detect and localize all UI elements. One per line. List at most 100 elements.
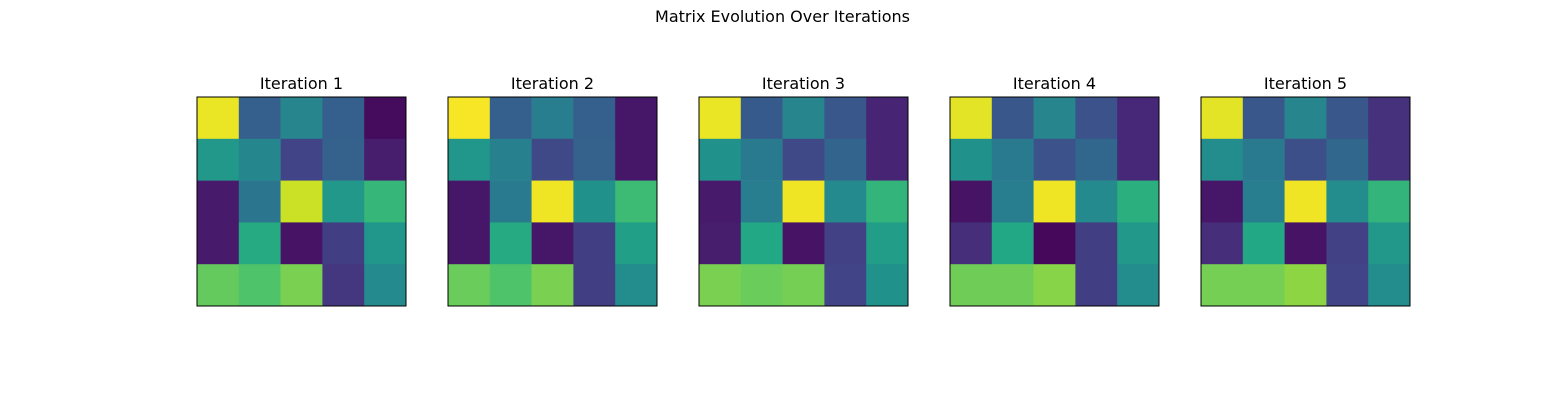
heatmap-cell-r3-c3 <box>1033 180 1076 223</box>
heatmap-cell-r4-c2 <box>740 222 783 265</box>
heatmap-cell-r3-c1 <box>699 180 742 223</box>
heatmap-cell-r3-c2 <box>238 180 281 223</box>
heatmap-cell-r2-c3 <box>1284 138 1327 181</box>
heatmap-cell-r3-c5 <box>1368 180 1411 223</box>
heatmap-cell-r1-c2 <box>489 97 532 140</box>
heatmap-cell-r5-c1 <box>448 264 491 307</box>
panel-frame <box>1200 96 1411 307</box>
heatmap-cell-r2-c1 <box>699 138 742 181</box>
heatmap-cell-r1-c5 <box>1368 97 1411 140</box>
heatmap-cell-r5-c4 <box>322 264 365 307</box>
heatmap-cell-r1-c2 <box>991 97 1034 140</box>
heatmap-cell-r2-c1 <box>197 138 240 181</box>
heatmap-cell-r4-c4 <box>1326 222 1369 265</box>
heatmap-cell-r1-c4 <box>1075 97 1118 140</box>
heatmap-cell-r5-c2 <box>489 264 532 307</box>
heatmap-cell-r2-c5 <box>615 138 658 181</box>
heatmap-cell-r4-c4 <box>322 222 365 265</box>
heatmap-cell-r1-c3 <box>1033 97 1076 140</box>
heatmap-cell-r4-c5 <box>1368 222 1411 265</box>
heatmap-cell-r4-c1 <box>1201 222 1244 265</box>
heatmap-cell-r1-c5 <box>1117 97 1160 140</box>
heatmap-cell-r3-c4 <box>322 180 365 223</box>
heatmap-cell-r1-c2 <box>1242 97 1285 140</box>
heatmap-cell-r4-c4 <box>824 222 867 265</box>
heatmap-cell-r3-c4 <box>573 180 616 223</box>
heatmap-cell-r4-c5 <box>1117 222 1160 265</box>
heatmap-cell-r5-c5 <box>1368 264 1411 307</box>
heatmap-cell-r3-c2 <box>740 180 783 223</box>
heatmap-cell-r1-c4 <box>322 97 365 140</box>
heatmap-cell-r4-c3 <box>782 222 825 265</box>
panel-title: Iteration 4 <box>1013 74 1096 93</box>
heatmap-cell-r3-c5 <box>1117 180 1160 223</box>
heatmap-cell-r2-c1 <box>1201 138 1244 181</box>
heatmap-cell-r5-c2 <box>1242 264 1285 307</box>
heatmap-cell-r2-c3 <box>280 138 323 181</box>
heatmap-cell-r5-c4 <box>1075 264 1118 307</box>
heatmap-cell-r1-c1 <box>448 97 491 140</box>
heatmap-cell-r3-c3 <box>1284 180 1327 223</box>
heatmap-cell-r3-c3 <box>531 180 574 223</box>
heatmap-cell-r3-c1 <box>950 180 993 223</box>
heatmap-cell-r5-c2 <box>991 264 1034 307</box>
heatmap-cell-r2-c2 <box>1242 138 1285 181</box>
heatmap-cell-r2-c5 <box>1117 138 1160 181</box>
heatmap-cell-r2-c4 <box>573 138 616 181</box>
heatmap-cell-r5-c1 <box>1201 264 1244 307</box>
heatmap-cell-r2-c2 <box>740 138 783 181</box>
heatmap-cell-r1-c5 <box>364 97 407 140</box>
heatmap-panels: Iteration 1 Iteration 2 Iteration 3 Iterati… <box>196 74 1411 307</box>
heatmap-cell-r2-c2 <box>991 138 1034 181</box>
heatmap-cell-r2-c1 <box>448 138 491 181</box>
heatmap-panel-5: Iteration 5 <box>1200 74 1411 307</box>
heatmap-cell-r2-c5 <box>364 138 407 181</box>
heatmap-cell-r5-c5 <box>615 264 658 307</box>
heatmap-cell-r3-c1 <box>1201 180 1244 223</box>
heatmap-cell-r3-c2 <box>991 180 1034 223</box>
panel-frame <box>196 96 407 307</box>
heatmap-cell-r3-c1 <box>197 180 240 223</box>
heatmap-cell-r1-c1 <box>1201 97 1244 140</box>
panel-title: Iteration 5 <box>1264 74 1347 93</box>
heatmap-cell-r3-c4 <box>824 180 867 223</box>
heatmap-cell-r4-c1 <box>197 222 240 265</box>
figure-title: Matrix Evolution Over Iterations <box>655 7 910 26</box>
heatmap-cell-r4-c1 <box>699 222 742 265</box>
panel-frame <box>447 96 658 307</box>
heatmap-cell-r2-c4 <box>322 138 365 181</box>
heatmap-cell-r2-c2 <box>238 138 281 181</box>
panel-title: Iteration 2 <box>511 74 594 93</box>
heatmap-cell-r1-c2 <box>238 97 281 140</box>
heatmap-cell-r3-c5 <box>615 180 658 223</box>
panel-title: Iteration 1 <box>260 74 343 93</box>
heatmap-cell-r3-c2 <box>489 180 532 223</box>
heatmap-cell-r2-c1 <box>950 138 993 181</box>
heatmap-cell-r2-c3 <box>531 138 574 181</box>
heatmap-cell-r2-c4 <box>1326 138 1369 181</box>
heatmap-cell-r4-c5 <box>866 222 909 265</box>
heatmap-cell-r3-c5 <box>364 180 407 223</box>
heatmap-cell-r3-c3 <box>280 180 323 223</box>
heatmap-cell-r1-c1 <box>699 97 742 140</box>
heatmap-cell-r3-c2 <box>1242 180 1285 223</box>
heatmap-cell-r1-c3 <box>531 97 574 140</box>
heatmap-cell-r1-c4 <box>824 97 867 140</box>
heatmap-cell-r5-c1 <box>950 264 993 307</box>
heatmap-cell-r4-c4 <box>1075 222 1118 265</box>
heatmap-cell-r2-c4 <box>1075 138 1118 181</box>
heatmap-cell-r3-c5 <box>866 180 909 223</box>
heatmap-cell-r4-c5 <box>364 222 407 265</box>
heatmap-cell-r4-c2 <box>991 222 1034 265</box>
heatmap-cell-r2-c3 <box>782 138 825 181</box>
heatmap-cell-r1-c1 <box>950 97 993 140</box>
heatmap-cell-r1-c4 <box>1326 97 1369 140</box>
heatmap-cell-r3-c1 <box>448 180 491 223</box>
heatmap-cell-r5-c3 <box>782 264 825 307</box>
panel-title: Iteration 3 <box>762 74 845 93</box>
heatmap-cell-r5-c4 <box>824 264 867 307</box>
heatmap-panel-1: Iteration 1 <box>196 74 407 307</box>
heatmap-cell-r5-c3 <box>280 264 323 307</box>
heatmap-cell-r1-c3 <box>280 97 323 140</box>
heatmap-cell-r5-c3 <box>1033 264 1076 307</box>
